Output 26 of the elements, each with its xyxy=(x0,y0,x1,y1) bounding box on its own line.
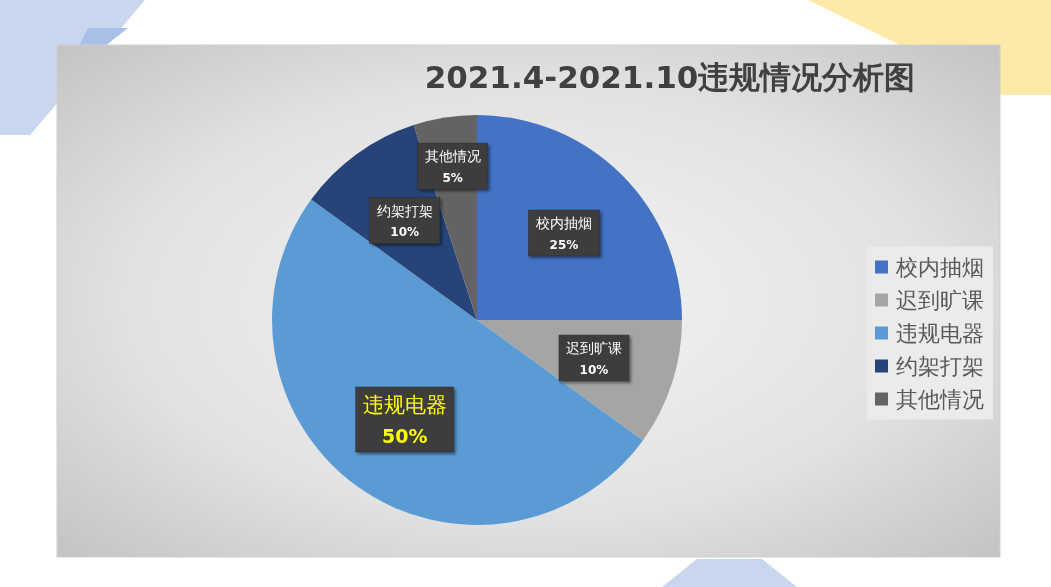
data-label: 约架打架 10% xyxy=(369,197,440,244)
slice-label: 违规电器 xyxy=(362,392,447,417)
slice-label: 其他情况 xyxy=(424,148,481,165)
data-label: 迟到旷课 10% xyxy=(558,334,630,382)
legend-label: 违规电器 xyxy=(896,320,984,346)
chart-title: 2021.4-2021.10违规情况分析图 xyxy=(424,59,916,95)
legend-label: 约架打架 xyxy=(896,353,984,379)
data-label: 50% xyxy=(381,425,428,448)
legend-label: 迟到旷课 xyxy=(896,287,984,313)
data-label: 10% xyxy=(579,362,609,377)
slice-label: 约架打架 xyxy=(376,202,433,219)
legend-item: 校内抽烟 xyxy=(875,254,984,280)
slice-label: 迟到旷课 xyxy=(565,340,622,357)
legend-label: 其他情况 xyxy=(896,386,984,412)
data-label: 25% xyxy=(549,237,579,252)
legend-item: 迟到旷课 xyxy=(875,287,984,313)
data-label: 5% xyxy=(442,170,463,185)
legend-item: 违规电器 xyxy=(875,320,984,346)
data-label: 其他情况 5% xyxy=(417,142,488,190)
slice-label: 校内抽烟 xyxy=(534,215,592,232)
data-label: 违规电器 50% xyxy=(355,386,454,453)
data-label: 校内抽烟 25% xyxy=(528,209,600,257)
data-label: 10% xyxy=(390,225,420,240)
legend-label: 校内抽烟 xyxy=(895,254,984,280)
legend-item: 约架打架 xyxy=(875,353,984,379)
legend-item: 其他情况 xyxy=(875,386,984,412)
